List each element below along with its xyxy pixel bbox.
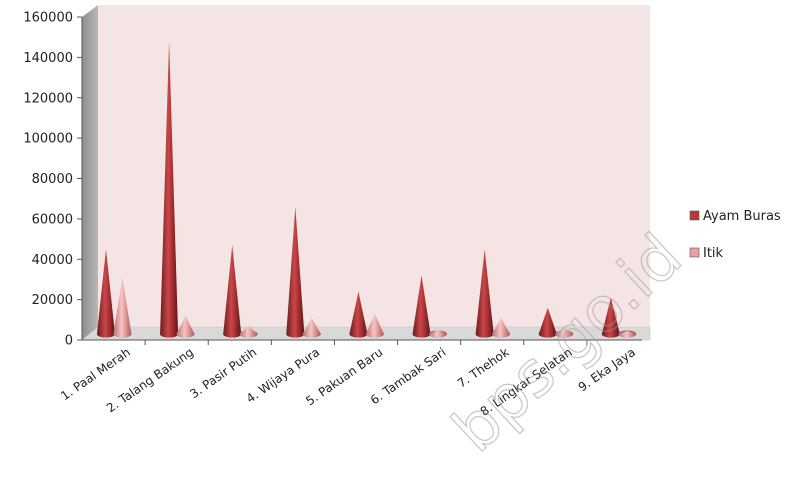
cone-itik [113, 277, 132, 338]
cone-body [428, 329, 447, 338]
cone-itik [239, 325, 258, 338]
y-axis: 0 20000 40000 60000 80000 100000 120000 140000 1… [23, 11, 83, 349]
cone-itik [618, 330, 637, 338]
cone-body [475, 249, 494, 338]
y-tick-label: 140000 [23, 51, 73, 66]
cone-body [601, 297, 620, 338]
side-wall [82, 5, 98, 340]
cone-body [239, 325, 258, 338]
cone-ayam-buras [286, 206, 305, 338]
legend-label: Ayam Buras [703, 209, 781, 224]
cone-itik [428, 329, 447, 338]
y-tick-label: 60000 [32, 212, 73, 227]
cone-ayam-buras [412, 275, 431, 338]
cone-body [492, 317, 511, 338]
cone-body [555, 327, 574, 338]
cone-ayam-buras [223, 245, 242, 338]
cone-body [176, 315, 195, 338]
cone-body [538, 307, 557, 338]
cone-body [223, 245, 242, 338]
cone-body [160, 41, 179, 338]
cone-body [302, 317, 321, 338]
cone-ayam-buras [349, 291, 368, 338]
cone-ayam-buras [538, 307, 557, 338]
y-tick-label: 40000 [32, 253, 73, 268]
cone-body [365, 313, 384, 338]
cone-body [412, 275, 431, 338]
y-tick-label: 0 [65, 334, 73, 349]
cone-itik [365, 313, 384, 338]
y-tick-label: 160000 [23, 11, 73, 26]
cone-body [286, 206, 305, 338]
cone-body [349, 291, 368, 338]
y-tick-label: 120000 [23, 91, 73, 106]
legend: Ayam Buras Itik [689, 209, 781, 261]
cone-body [96, 249, 115, 338]
cone-ayam-buras [96, 249, 115, 338]
legend-swatch [689, 247, 700, 258]
cone-ayam-buras [160, 41, 179, 338]
cone-body [113, 277, 132, 338]
y-tick-label: 20000 [32, 293, 73, 308]
legend-label: Itik [703, 246, 724, 261]
cone-body [618, 330, 637, 338]
cone-ayam-buras [475, 249, 494, 338]
y-tick-label: 100000 [23, 132, 73, 147]
y-tick-label: 80000 [32, 172, 73, 187]
legend-swatch [689, 210, 700, 221]
cone-ayam-buras [601, 297, 620, 338]
data-cones [96, 41, 637, 338]
cone-itik [176, 315, 195, 338]
cone-itik [555, 327, 574, 338]
cone-itik [302, 317, 321, 338]
back-wall [98, 5, 650, 327]
cone-itik [492, 317, 511, 338]
